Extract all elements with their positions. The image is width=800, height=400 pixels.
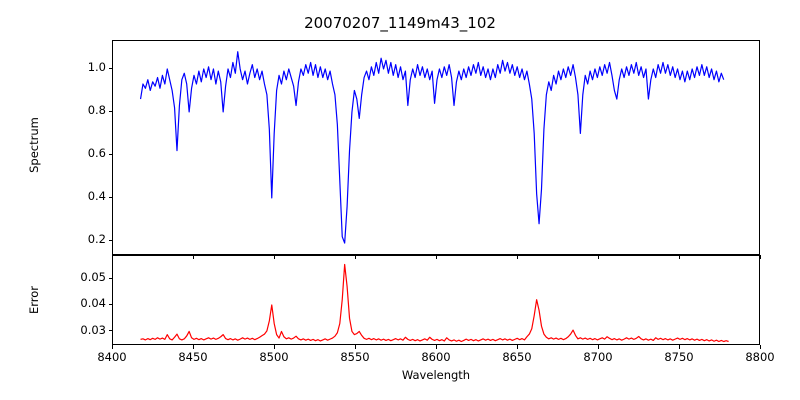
x-tick-mark bbox=[355, 345, 356, 349]
x-tick-mark bbox=[274, 345, 275, 349]
x-tick-mark bbox=[436, 255, 437, 259]
y-tick-mark bbox=[108, 110, 112, 112]
y-axis-label-spectrum: Spectrum bbox=[27, 117, 41, 173]
x-tick-mark bbox=[598, 255, 599, 259]
x-tick-label: 8800 bbox=[745, 350, 775, 364]
y-tick-label: 0.03 bbox=[80, 322, 106, 337]
x-tick-mark bbox=[598, 345, 599, 349]
x-tick-label: 8700 bbox=[583, 350, 613, 364]
y-tick-label: 0.05 bbox=[80, 270, 106, 284]
error-plot-line bbox=[140, 263, 729, 343]
x-tick-mark bbox=[679, 345, 680, 349]
x-tick-mark bbox=[193, 345, 194, 349]
x-tick-label: 8600 bbox=[421, 350, 451, 364]
x-tick-mark bbox=[517, 345, 518, 349]
y-tick-mark bbox=[108, 303, 112, 305]
x-tick-label: 8650 bbox=[502, 350, 532, 364]
x-tick-label: 8750 bbox=[664, 350, 694, 364]
x-tick-mark bbox=[355, 255, 356, 259]
y-tick-mark bbox=[108, 67, 112, 69]
y-tick-label: 1.0 bbox=[87, 60, 106, 75]
x-tick-mark bbox=[760, 345, 761, 349]
y-axis-label-error: Error bbox=[27, 285, 41, 315]
x-axis-label: Wavelength bbox=[401, 368, 471, 382]
x-tick-label: 8550 bbox=[340, 350, 370, 364]
error-panel bbox=[112, 255, 760, 345]
page-title: 20070207_1149m43_102 bbox=[304, 14, 496, 32]
x-tick-mark bbox=[112, 255, 113, 259]
y-tick-label: 0.8 bbox=[87, 103, 106, 118]
y-tick-mark bbox=[108, 153, 112, 155]
y-tick-mark bbox=[108, 277, 112, 279]
x-tick-mark bbox=[517, 255, 518, 259]
spectrum-panel bbox=[112, 40, 760, 255]
spectrum-plot-line bbox=[139, 51, 725, 244]
y-tick-mark bbox=[108, 239, 112, 241]
y-tick-label: 0.6 bbox=[87, 146, 106, 161]
x-tick-mark bbox=[436, 345, 437, 349]
x-tick-mark bbox=[193, 255, 194, 259]
x-tick-label: 8450 bbox=[178, 350, 208, 364]
x-tick-mark bbox=[679, 255, 680, 259]
y-tick-label: 0.04 bbox=[80, 296, 106, 311]
y-tick-label: 0.4 bbox=[87, 189, 106, 204]
y-tick-mark bbox=[108, 330, 112, 332]
x-tick-label: 8500 bbox=[259, 350, 289, 364]
x-tick-label: 8400 bbox=[97, 350, 127, 364]
x-tick-mark bbox=[112, 345, 113, 349]
x-tick-mark bbox=[760, 255, 761, 259]
x-tick-mark bbox=[274, 255, 275, 259]
y-tick-mark bbox=[108, 196, 112, 198]
y-tick-label: 0.2 bbox=[87, 232, 106, 247]
